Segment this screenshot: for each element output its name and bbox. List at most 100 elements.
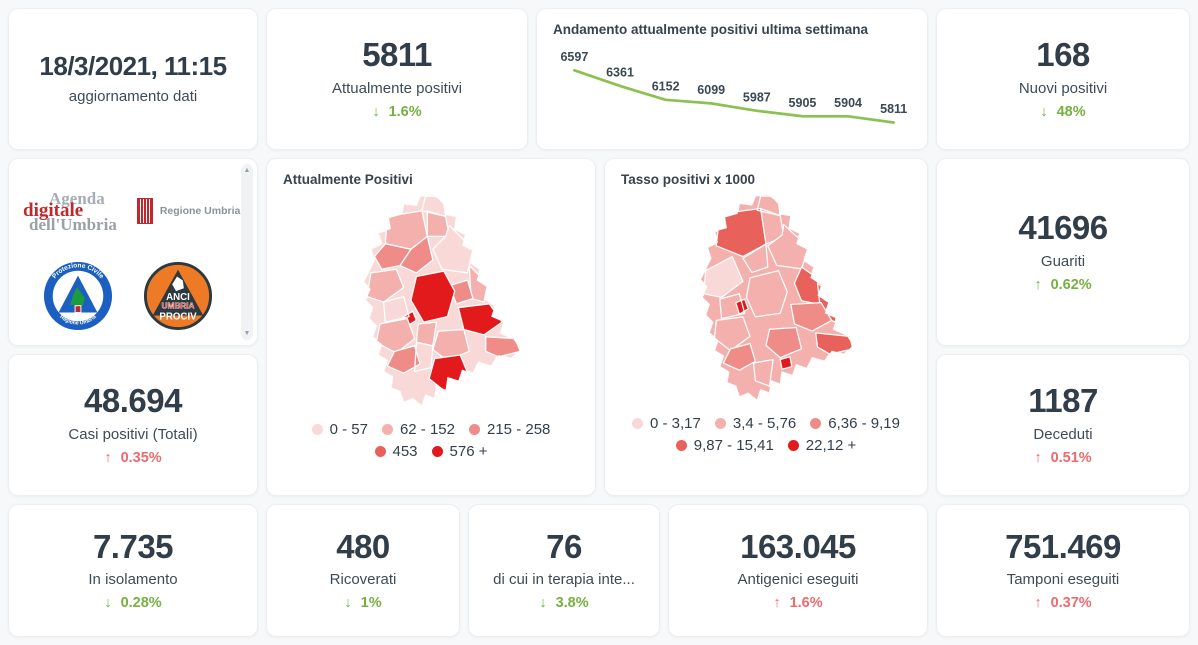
stat-delta: ↑ 0.37% <box>1034 595 1091 611</box>
delta-value: 1.6% <box>789 595 823 612</box>
stat-value: 76 <box>546 527 582 565</box>
delta-value: 1% <box>360 595 382 612</box>
trend-down-icon: ↓ <box>104 595 112 612</box>
delta-value: 48% <box>1056 103 1086 120</box>
agenda-word1: Agenda <box>49 188 105 208</box>
legend-item: 9,87 - 15,41 <box>675 437 774 454</box>
map-attualmente-positivi[interactable] <box>281 189 581 417</box>
legend-item: 576 + <box>431 443 488 460</box>
card-trend-chart: Andamento attualmente positivi ultima se… <box>536 8 928 150</box>
stat-label: Tamponi eseguiti <box>1006 571 1120 589</box>
regione-umbria-logo[interactable]: Regione Umbria <box>136 198 241 224</box>
delta-value: 1.6% <box>388 103 422 120</box>
stat-label: Guariti <box>1040 252 1086 270</box>
diagonal-divider <box>114 181 139 241</box>
svg-text:6361: 6361 <box>606 66 634 80</box>
card-map-tasso-positivi: Tasso positivi x 1000 <box>604 158 928 496</box>
card-logos: Agenda digitale dell'Umbria Regione Umbr… <box>8 158 258 346</box>
update-datetime: 18/3/2021, 11:15 <box>39 51 227 82</box>
card-antigenici: 163.045 Antigenici eseguiti ↑ 1.6% <box>668 504 928 637</box>
legend-item: 453 <box>374 443 418 460</box>
card-deceduti: 1187 Deceduti ↑ 0.51% <box>936 354 1190 496</box>
map-title: Tasso positivi x 1000 <box>621 172 756 187</box>
trend-down-icon: ↓ <box>1040 103 1048 120</box>
stat-value: 41696 <box>1018 209 1108 247</box>
trend-up-icon: ↑ <box>773 595 781 612</box>
logos-scrollbar[interactable]: ▲ ▼ <box>241 164 253 340</box>
stat-label: In isolamento <box>88 571 178 589</box>
card-in-isolamento: 7.735 In isolamento ↓ 0.28% <box>8 504 258 637</box>
legend-item: 6,36 - 9,19 <box>810 415 900 432</box>
svg-text:6099: 6099 <box>697 83 725 97</box>
svg-text:5811: 5811 <box>880 102 907 116</box>
stat-label: Casi positivi (Totali) <box>68 425 198 443</box>
delta-value: 0.51% <box>1050 449 1092 466</box>
card-guariti: 41696 Guariti ↑ 0.62% <box>936 158 1190 346</box>
prociv-label: PROCIV <box>159 311 197 322</box>
map-legend: 0 - 3,17 3,4 - 5,76 6,36 - 9,19 9,87 - 1… <box>620 415 912 454</box>
stat-delta: ↓ 48% <box>1040 104 1085 120</box>
legend-item: 215 - 258 <box>469 421 550 438</box>
anci-label: ANCI <box>166 292 190 303</box>
agenda-digitale-logo[interactable]: Agenda digitale dell'Umbria <box>23 190 117 233</box>
anci-umbria-prociv-logo[interactable]: ANCI UMBRIA PROCIV <box>143 261 213 331</box>
stat-delta: ↓ 1% <box>344 595 381 611</box>
legend-item: 22,12 + <box>787 437 856 454</box>
stat-value: 480 <box>336 527 390 565</box>
legend-dot-icon <box>632 418 643 429</box>
svg-text:5905: 5905 <box>789 96 817 110</box>
legend-item: 3,4 - 5,76 <box>714 415 796 432</box>
agenda-word3: dell'Umbria <box>29 214 117 234</box>
stat-delta: ↑ 1.6% <box>773 595 822 611</box>
stat-delta: ↓ 1.6% <box>372 104 421 120</box>
stat-label: Nuovi positivi <box>1018 79 1108 97</box>
trend-chart[interactable]: 6597 6361 6152 6099 5987 5905 5904 5811 <box>545 39 921 135</box>
stat-delta: ↑ 0.51% <box>1034 450 1091 466</box>
map-legend: 0 - 57 62 - 152 215 - 258 453 576 + <box>285 421 577 460</box>
svg-text:5987: 5987 <box>743 90 771 104</box>
legend-dot-icon <box>381 424 393 435</box>
card-terapia-intensiva: 76 di cui in terapia inte... ↓ 3.8% <box>468 504 660 637</box>
card-casi-totali: 48.694 Casi positivi (Totali) ↑ 0.35% <box>8 354 258 496</box>
scroll-down-icon[interactable]: ▼ <box>243 330 251 337</box>
map-tasso-positivi[interactable] <box>619 189 913 411</box>
stat-value: 751.469 <box>1005 527 1121 565</box>
legend-dot-icon <box>714 418 726 429</box>
delta-value: 0.37% <box>1050 595 1092 612</box>
stat-label: Deceduti <box>1033 425 1093 443</box>
legend-dot-icon <box>311 424 323 435</box>
delta-value: 0.62% <box>1050 276 1092 293</box>
legend-dot-icon <box>675 440 687 451</box>
stat-label: Antigenici eseguiti <box>737 571 859 589</box>
regione-umbria-label: Regione Umbria <box>159 205 241 217</box>
stat-value: 48.694 <box>84 382 182 420</box>
stat-label: di cui in terapia inte... <box>493 571 635 589</box>
scroll-up-icon[interactable]: ▲ <box>243 167 251 174</box>
trend-down-icon: ↓ <box>344 595 352 612</box>
trend-up-icon: ↑ <box>1034 276 1042 293</box>
stat-delta: ↑ 0.35% <box>104 450 161 466</box>
legend-item: 0 - 57 <box>311 421 368 438</box>
stat-delta: ↑ 0.62% <box>1034 277 1091 293</box>
stat-label: Attualmente positivi <box>331 79 463 97</box>
stat-value: 7.735 <box>92 527 174 565</box>
card-last-update: 18/3/2021, 11:15 aggiornamento dati <box>8 8 258 150</box>
umbria-label: UMBRIA <box>162 302 195 311</box>
stat-value: 163.045 <box>740 527 856 565</box>
stat-delta: ↓ 3.8% <box>539 595 588 611</box>
stat-delta: ↓ 0.28% <box>104 595 161 611</box>
protezione-civile-logo[interactable]: Protezione Civile Regione Umbria <box>43 261 113 331</box>
gonfalone-icon <box>136 198 153 224</box>
trend-up-icon: ↑ <box>1034 449 1042 466</box>
card-tamponi: 751.469 Tamponi eseguiti ↑ 0.37% <box>936 504 1190 637</box>
card-attualmente-positivi: 5811 Attualmente positivi ↓ 1.6% <box>266 8 528 150</box>
trend-down-icon: ↓ <box>539 595 547 612</box>
delta-value: 0.35% <box>120 449 162 466</box>
card-map-attualmente-positivi: Attualmente Positivi <box>266 158 596 496</box>
update-label: aggiornamento dati <box>68 87 198 105</box>
legend-dot-icon <box>810 418 822 429</box>
svg-text:5904: 5904 <box>834 96 862 110</box>
delta-value: 0.28% <box>120 595 162 612</box>
legend-dot-icon <box>787 440 799 451</box>
